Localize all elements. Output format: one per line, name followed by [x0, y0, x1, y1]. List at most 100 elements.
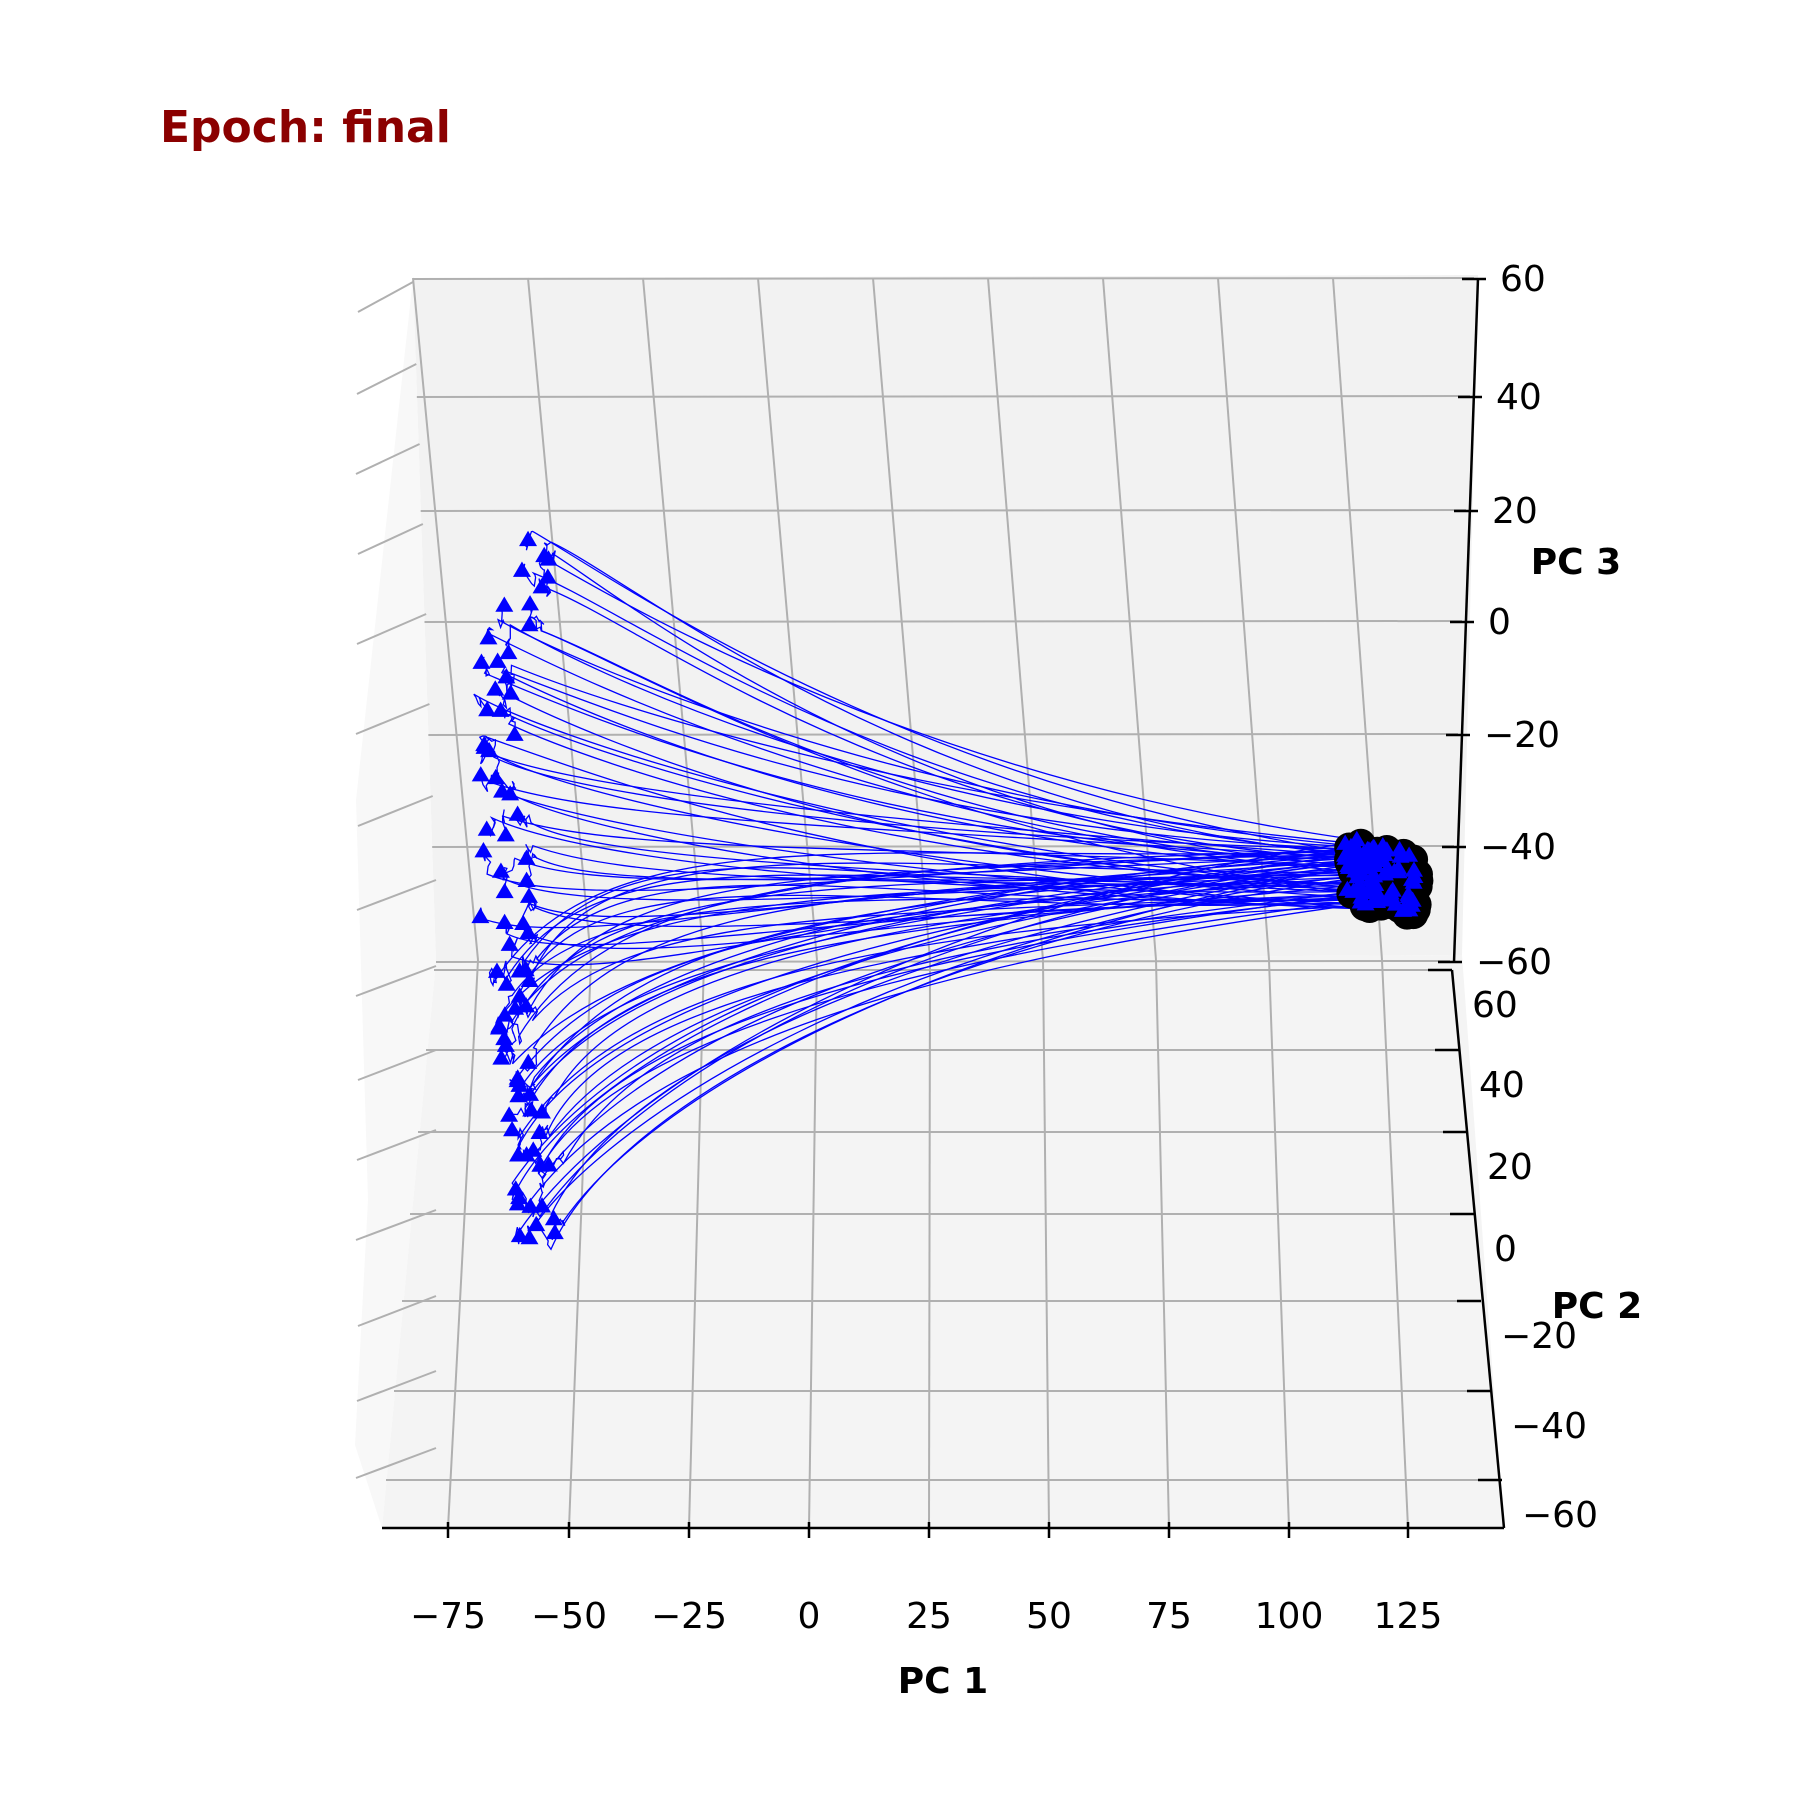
grid-line-left	[355, 703, 430, 735]
end-marker-triangle	[1390, 840, 1409, 857]
start-marker	[491, 862, 510, 878]
start-marker	[497, 668, 516, 684]
start-marker	[535, 546, 554, 563]
trajectory-line	[538, 865, 1349, 1139]
back-pane-face	[413, 275, 1478, 961]
start-marker	[471, 907, 490, 924]
end-marker-triangle	[1367, 844, 1386, 860]
end-marker-triangle	[1404, 861, 1423, 877]
grid-line-left	[355, 965, 437, 997]
grid-line-x-floor	[1268, 959, 1290, 1529]
start-marker	[522, 1101, 541, 1117]
start-marker	[517, 997, 536, 1013]
y-tick-label: 20	[1487, 1147, 1533, 1188]
start-marker	[516, 960, 535, 977]
start-marker	[539, 1156, 558, 1172]
end-marker-triangle	[1400, 901, 1419, 917]
start-marker	[527, 1215, 546, 1232]
end-marker-triangle	[1386, 895, 1405, 911]
trajectory-line	[505, 623, 1352, 848]
start-marker	[495, 1006, 514, 1022]
back-pane	[413, 275, 1478, 961]
start-markers	[471, 530, 564, 1245]
start-marker	[520, 615, 539, 632]
x-tick-label: 0	[798, 1596, 821, 1637]
start-marker	[491, 701, 510, 717]
start-marker	[480, 741, 499, 758]
x-axis-title: PC 1	[898, 1661, 988, 1702]
start-marker	[501, 785, 520, 801]
y-axis-line	[1450, 969, 1506, 1529]
start-marker	[545, 1223, 564, 1240]
x-tick-label: −25	[651, 1596, 727, 1637]
start-marker	[474, 842, 493, 858]
x-tick-label: −50	[531, 1596, 607, 1637]
z-tick-label: 20	[1492, 491, 1538, 532]
trajectory-line	[521, 563, 1364, 855]
start-marker	[517, 1146, 536, 1162]
start-marker	[510, 987, 529, 1003]
start-marker	[517, 871, 536, 887]
start-marker	[477, 820, 496, 836]
start-marker	[532, 578, 551, 594]
z-tick-label: −40	[1480, 827, 1556, 868]
grid-line-x-floor	[447, 959, 479, 1529]
grid-line-left	[357, 795, 434, 827]
end-marker-triangle	[1336, 834, 1355, 850]
grid-line-left	[355, 1447, 437, 1479]
grid-line-left	[356, 1370, 437, 1402]
trajectory-line	[526, 852, 1348, 891]
grid-line-left	[356, 363, 417, 395]
end-marker-triangle	[1339, 858, 1358, 875]
start-marker	[471, 766, 490, 782]
end-marker-triangle	[1381, 884, 1400, 900]
start-marker	[478, 700, 497, 717]
start-marker	[492, 1049, 511, 1065]
grid-line-left	[357, 1049, 437, 1081]
trajectory-line	[507, 717, 1360, 886]
start-marker	[510, 1076, 529, 1092]
grid-line-left	[356, 1129, 437, 1161]
start-marker	[503, 1120, 522, 1137]
start-marker	[517, 849, 536, 865]
start-marker	[489, 1019, 508, 1035]
trajectory-line	[509, 664, 1383, 847]
trajectory-line	[488, 849, 1387, 988]
end-marker-triangle	[1348, 868, 1367, 884]
trajectory-line	[500, 706, 1367, 894]
end-marker-triangle	[1361, 871, 1380, 887]
y-tick-label: 40	[1479, 1065, 1525, 1106]
grid-line-left	[356, 613, 427, 645]
grid-line-x-floor	[928, 959, 931, 1529]
start-marker	[532, 1197, 551, 1213]
start-marker	[544, 1209, 563, 1226]
trajectory-line	[498, 898, 1388, 1027]
trajectory-line	[525, 530, 1354, 854]
grid-line-x-floor	[1381, 959, 1409, 1529]
z-tick-label: 0	[1488, 602, 1511, 643]
start-marker	[499, 643, 518, 660]
grid-line-z	[420, 509, 1467, 512]
start-marker	[519, 887, 538, 903]
trajectory-line	[535, 873, 1386, 1251]
start-marker	[510, 1188, 529, 1205]
start-marker	[521, 595, 540, 611]
trajectory-line	[538, 556, 1357, 841]
start-marker	[487, 962, 506, 978]
grid-line-left	[356, 879, 437, 911]
trajectory-line	[501, 869, 1415, 1059]
start-marker	[495, 882, 514, 899]
start-marker	[508, 1195, 527, 1211]
start-marker	[505, 725, 524, 741]
start-marker	[500, 1106, 519, 1122]
z-tick-label: −20	[1484, 715, 1560, 756]
end-marker-triangle	[1351, 893, 1370, 909]
trajectory-line	[551, 864, 1371, 1241]
trajectory-line	[545, 574, 1346, 860]
trajectory-line	[492, 754, 1372, 851]
end-marker-triangle	[1338, 880, 1357, 896]
trajectory-line	[502, 849, 1400, 1046]
left-pane	[355, 278, 436, 1528]
z-tick-label: 40	[1496, 377, 1542, 418]
grid-line-left	[357, 523, 424, 555]
